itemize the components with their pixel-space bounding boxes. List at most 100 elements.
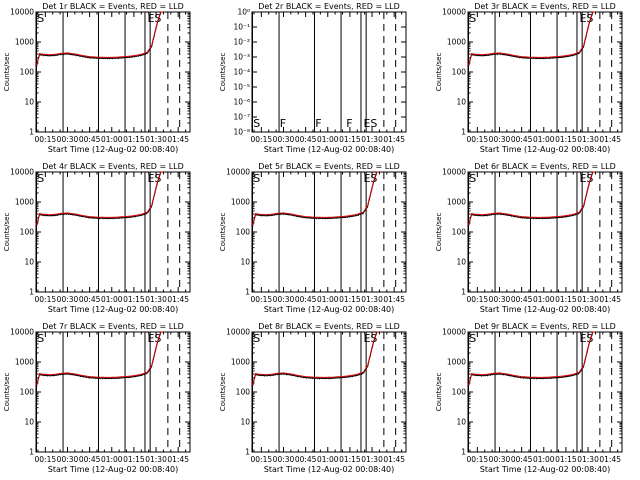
y-tick-label: 1 (461, 128, 466, 137)
y-tick-label: 10000 (226, 328, 250, 337)
plot-frame (251, 11, 407, 133)
x-tick-label: 01:30 (577, 455, 599, 464)
x-tick-label: 01:30 (145, 295, 167, 304)
x-axis-label: Start Time (12-Aug-02 00:08:40) (264, 145, 395, 154)
y-tick-label: 1000 (447, 198, 466, 207)
x-tick-label: 00:15 (251, 295, 273, 304)
panel-det-5r: Det 5r BLACK = Events, RED = LLD 1 10 100 10… (219, 162, 407, 314)
x-tick-label: 01:15 (555, 295, 577, 304)
lld-series-line (36, 331, 164, 386)
y-tick-label: 100 (20, 228, 35, 237)
x-tick-label: 00:30 (57, 135, 79, 144)
x-tick-label: 00:45 (295, 455, 317, 464)
y-tick-label: 10 (240, 258, 250, 267)
y-tick-label: 1000 (15, 198, 34, 207)
lld-series-line (36, 171, 164, 226)
x-tick-label: 00:45 (511, 455, 533, 464)
y-tick-label: 100 (452, 228, 467, 237)
flag-label: S (253, 172, 260, 185)
panel-title: Det 5r BLACK = Events, RED = LLD (258, 162, 400, 171)
x-tick-label: 01:45 (599, 135, 621, 144)
x-tick-label: 01:45 (383, 295, 405, 304)
panel-det-8r: Det 8r BLACK = Events, RED = LLD 1 10 100 10… (219, 322, 407, 474)
flag-label: S (469, 12, 476, 25)
x-tick-label: 01:00 (317, 135, 339, 144)
x-tick-label: 00:30 (57, 295, 79, 304)
x-axis-label: Start Time (12-Aug-02 00:08:40) (480, 145, 611, 154)
panel-title: Det 8r BLACK = Events, RED = LLD (258, 322, 400, 331)
lld-series-line (36, 11, 164, 66)
events-series-line (36, 171, 164, 227)
x-tick-label: 01:00 (533, 135, 555, 144)
panel-det-1r: Det 1r BLACK = Events, RED = LLD 1 10 100 10… (3, 2, 191, 154)
y-tick-label: 10 (24, 98, 34, 107)
x-tick-label: 01:45 (383, 455, 405, 464)
flag-label: ES (579, 12, 593, 25)
x-tick-label: 00:15 (251, 135, 273, 144)
x-tick-label: 01:30 (577, 135, 599, 144)
panel-title: Det 7r BLACK = Events, RED = LLD (42, 322, 184, 331)
plot-frame (467, 331, 623, 453)
x-tick-label: 01:30 (577, 295, 599, 304)
flag-label: S (37, 332, 44, 345)
lld-series-line (252, 331, 380, 386)
y-tick-label: 1000 (231, 198, 250, 207)
x-tick-label: 00:15 (35, 135, 57, 144)
y-axis-label: Counts/sec (435, 213, 443, 252)
flag-label: ES (363, 172, 377, 185)
flag-label: F (315, 117, 321, 130)
x-tick-label: 01:00 (317, 295, 339, 304)
events-series-line (36, 331, 164, 388)
x-tick-label: 00:30 (57, 455, 79, 464)
flag-label: S (469, 172, 476, 185)
plot-frame (467, 171, 623, 293)
x-tick-label: 00:15 (35, 295, 57, 304)
x-axis-label: Start Time (12-Aug-02 00:08:40) (264, 305, 395, 314)
x-tick-label: 01:30 (361, 135, 383, 144)
x-tick-label: 01:30 (145, 135, 167, 144)
lld-series-line (468, 11, 596, 66)
flag-label: S (37, 172, 44, 185)
x-tick-label: 01:00 (101, 135, 123, 144)
x-axis-label: Start Time (12-Aug-02 00:08:40) (480, 305, 611, 314)
x-tick-label: 00:45 (79, 295, 101, 304)
x-tick-label: 00:45 (295, 295, 317, 304)
y-tick-label: 100 (236, 388, 251, 397)
y-tick-label: 1 (461, 288, 466, 297)
x-tick-label: 00:45 (79, 135, 101, 144)
y-tick-label: 10 (456, 418, 466, 427)
y-tick-label: 10 (240, 418, 250, 427)
x-tick-label: 00:30 (489, 295, 511, 304)
y-tick-label: 1 (29, 288, 34, 297)
y-tick-label: 100 (20, 388, 35, 397)
x-tick-label: 01:15 (555, 135, 577, 144)
events-series-line (468, 331, 596, 387)
panel-title: Det 4r BLACK = Events, RED = LLD (42, 162, 184, 171)
y-tick-label: 10 (24, 258, 34, 267)
flag-label: S (253, 117, 260, 130)
panel-title: Det 6r BLACK = Events, RED = LLD (474, 162, 616, 171)
lld-series-line (468, 331, 596, 386)
x-tick-label: 01:45 (167, 295, 189, 304)
y-tick-label: 10⁻³ (233, 53, 250, 62)
events-series-line (468, 11, 596, 67)
panel-title: Det 1r BLACK = Events, RED = LLD (42, 2, 184, 11)
y-tick-label: 10000 (226, 168, 250, 177)
panel-title: Det 3r BLACK = Events, RED = LLD (474, 2, 616, 11)
y-axis-label: Counts/sec (3, 213, 11, 252)
y-tick-label: 1000 (15, 38, 34, 47)
x-tick-label: 00:15 (467, 455, 489, 464)
x-tick-label: 01:30 (145, 455, 167, 464)
x-tick-label: 01:45 (167, 135, 189, 144)
y-tick-label: 10⁻⁷ (233, 113, 250, 122)
flag-label: ES (579, 332, 593, 345)
x-tick-label: 00:45 (511, 135, 533, 144)
panel-det-7r: Det 7r BLACK = Events, RED = LLD 1 10 100 10… (3, 322, 191, 474)
events-series-line (468, 171, 596, 227)
y-tick-label: 10000 (10, 328, 34, 337)
y-tick-label: 100 (452, 68, 467, 77)
y-tick-label: 10000 (10, 168, 34, 177)
y-tick-label: 1000 (15, 358, 34, 367)
x-tick-label: 01:45 (167, 455, 189, 464)
